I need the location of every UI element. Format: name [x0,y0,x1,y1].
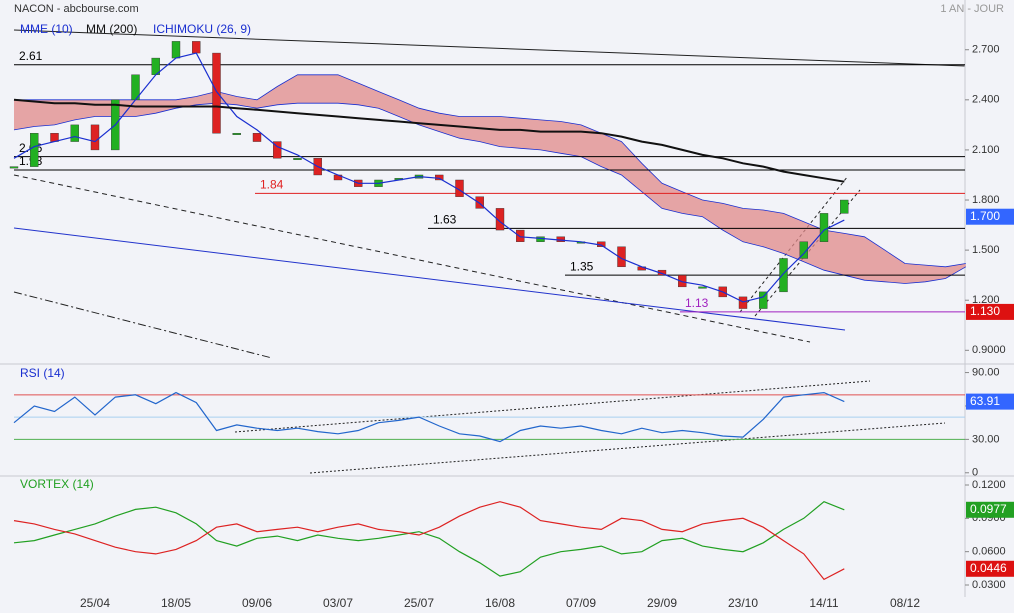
series-line [13,98,845,183]
y-tick-label: 0.9000 [972,344,1006,356]
level-label: 2.61 [19,49,43,63]
y-tick-label: 0 [972,467,978,479]
series-line [13,391,845,443]
x-tick-label: 07/09 [566,596,596,610]
x-tick-label: 29/09 [647,596,677,610]
candle [759,291,768,309]
candle [212,52,221,134]
candle [495,208,505,231]
candle [252,133,262,142]
y-tick-label: 1.200 [972,294,1000,306]
candle [273,141,282,159]
series-line [14,74,966,268]
candle [232,133,241,135]
level-label: 1.84 [260,178,284,192]
chart-title: NACON - abcbourse.com [14,3,139,15]
level-label: 1.13 [685,296,709,310]
y-tick-label: 0.1200 [972,479,1006,491]
x-tick-label: 23/10 [728,596,758,610]
candle [9,166,19,169]
ichimoku-cloud [14,74,966,284]
price-marker-label: 0.0446 [970,561,1007,575]
trend-line [13,291,273,359]
legend-entry: MM (200) [86,22,137,36]
candle [192,41,201,54]
candle [698,286,707,289]
candle [475,196,484,209]
y-tick-label: 0.0300 [972,579,1006,591]
candle [171,41,181,59]
trend-line [13,174,811,343]
series-line [13,52,845,303]
candle [516,229,525,242]
price-marker [966,303,1014,320]
series-line [13,102,966,284]
x-tick-label: 25/04 [80,596,110,610]
y-tick-label: 30.00 [972,433,1000,445]
candle [819,213,829,242]
candle [779,258,788,293]
legend-entry: MME (10) [20,22,73,36]
x-tick-label: 25/07 [404,596,434,610]
level-label: 1.35 [570,259,594,273]
period: 1 AN - JOUR [940,3,1004,15]
y-tick-label: 0.0600 [972,546,1006,558]
y-tick-label: 1.500 [972,244,1000,256]
y-tick-label: 2.100 [972,144,1000,156]
series-line [13,501,845,577]
trend-line [13,227,846,331]
series-line [13,501,845,581]
candle [738,296,748,309]
price-marker-label: 1.700 [970,209,1000,223]
candle [840,199,849,214]
y-tick-label: 2.700 [972,44,1000,56]
candle [293,158,302,160]
candle [70,124,79,142]
trend-lines [0,0,1014,597]
y-tick-label: 90.00 [972,366,1000,378]
price-marker-label: 63.91 [970,394,1000,408]
price-marker [966,560,1014,577]
x-tick-label: 09/06 [242,596,272,610]
candle [30,133,39,167]
price-marker-label: 1.130 [970,304,1000,318]
x-tick-label: 03/07 [323,596,353,610]
candle [617,246,626,268]
price-marker [966,208,1014,225]
y-tick-label: 2.400 [972,94,1000,106]
price-marker [966,393,1014,410]
price-marker-label: 0.0977 [970,502,1007,516]
x-tick-label: 14/11 [809,596,838,610]
trend-line [13,29,966,67]
x-tick-label: 18/05 [161,596,191,610]
x-tick-label: 08/12 [890,596,920,610]
panel-title: VORTEX (14) [20,477,94,491]
x-tick-label: 16/08 [485,596,515,610]
panel-title: RSI (14) [20,366,65,380]
y-tick-label: 1.800 [972,194,1000,206]
candle [536,236,545,242]
level-label: 1.63 [433,213,457,227]
candle [678,274,687,288]
candle [799,241,808,259]
price-marker [966,501,1014,518]
legend-entry: ICHIMOKU (26, 9) [153,22,251,36]
candle [90,124,100,151]
